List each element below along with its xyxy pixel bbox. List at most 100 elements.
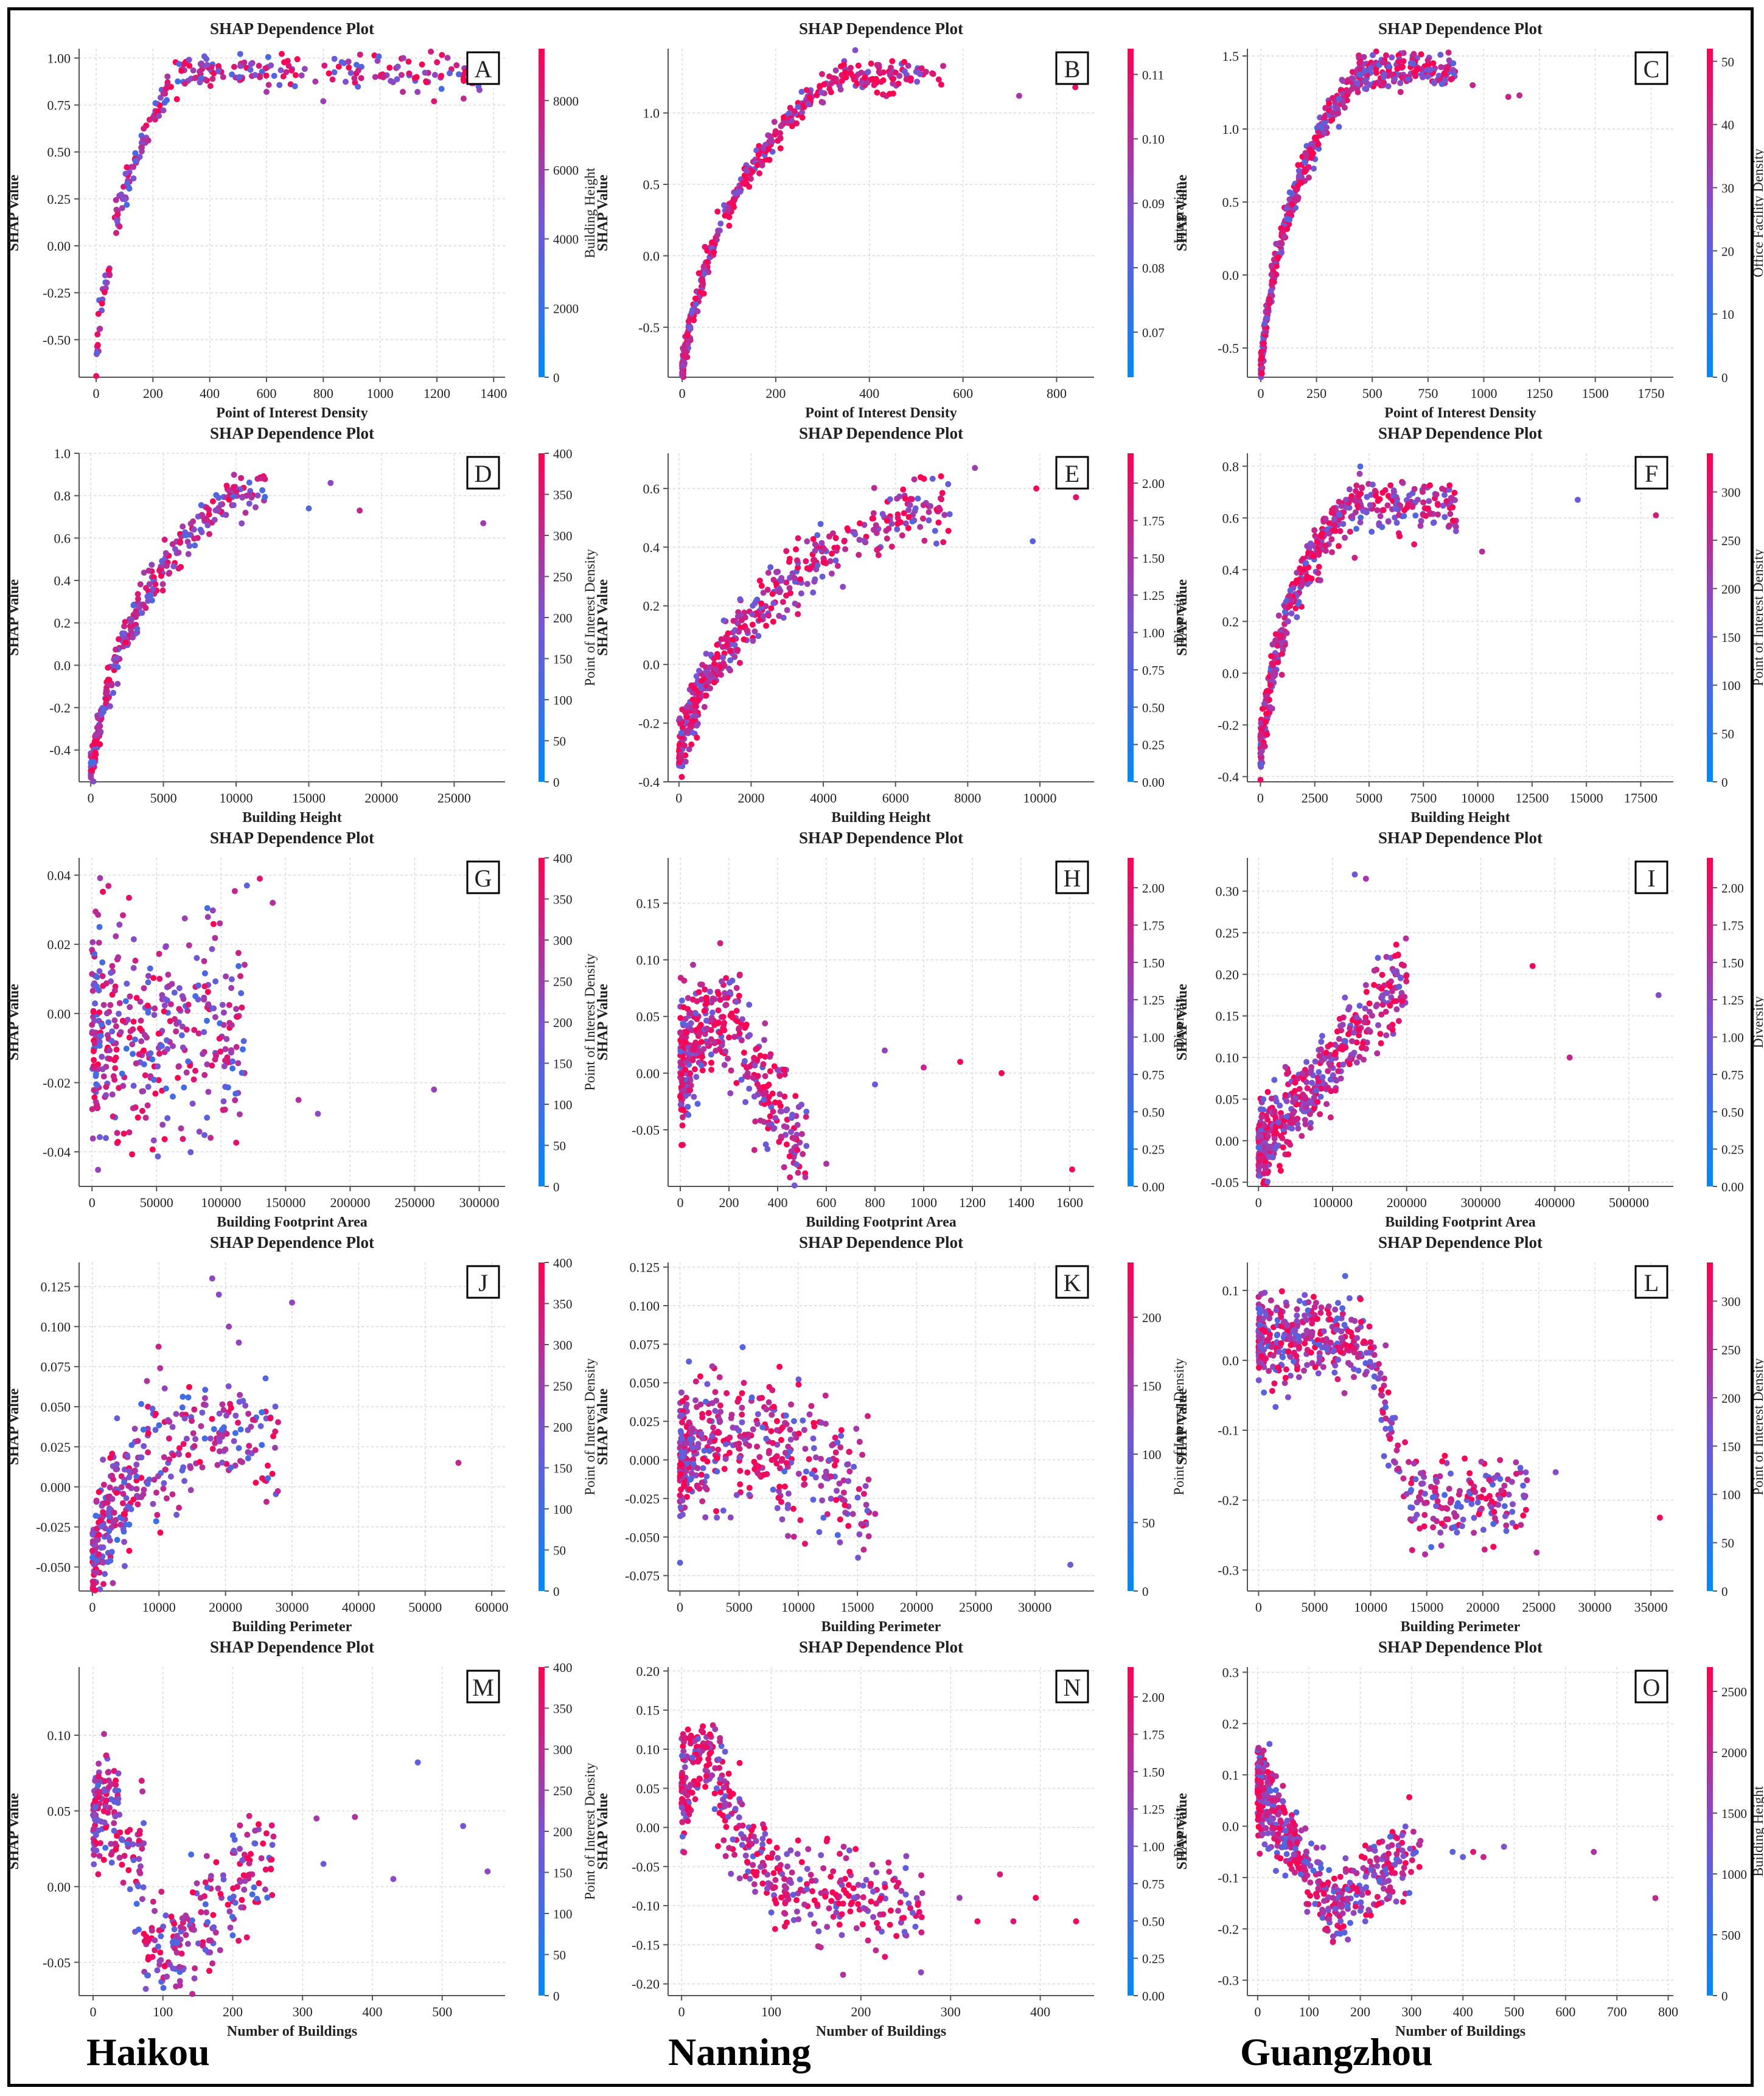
data-point xyxy=(890,90,896,97)
data-point xyxy=(725,207,731,214)
data-point xyxy=(126,1521,133,1528)
x-tick-label: 10000 xyxy=(1023,790,1057,806)
data-point xyxy=(901,68,908,75)
data-point xyxy=(1266,296,1273,302)
data-point xyxy=(1304,1085,1311,1092)
data-point xyxy=(257,74,263,80)
data-point xyxy=(236,74,243,80)
data-point xyxy=(1411,541,1418,548)
data-point xyxy=(151,1076,158,1083)
colorbar xyxy=(1128,858,1134,1186)
data-point xyxy=(946,511,953,518)
data-point xyxy=(142,1115,149,1121)
data-point xyxy=(162,550,169,557)
panel-letter: E xyxy=(1065,460,1079,487)
data-point xyxy=(106,677,113,683)
data-point xyxy=(187,1464,194,1471)
data-point xyxy=(703,994,710,1001)
data-point xyxy=(711,1039,718,1045)
data-point xyxy=(760,1061,767,1067)
data-point xyxy=(142,1032,148,1039)
data-point xyxy=(1367,502,1373,509)
data-point xyxy=(787,105,793,111)
data-point xyxy=(823,1160,829,1167)
data-point xyxy=(1016,92,1022,99)
y-tick-label: 0.00 xyxy=(47,1006,71,1022)
data-point xyxy=(139,1107,145,1114)
data-point xyxy=(1263,711,1269,717)
x-axis-label: Point of Interest Density xyxy=(216,405,368,421)
colorbar-tick-label: 150 xyxy=(1721,630,1741,645)
colorbar xyxy=(539,1262,545,1591)
y-tick-label: -0.4 xyxy=(49,743,71,758)
data-point xyxy=(888,543,895,550)
y-tick-label: 0.8 xyxy=(54,489,71,504)
data-point xyxy=(126,186,133,192)
data-point xyxy=(434,59,441,66)
y-tick-label: -0.04 xyxy=(43,1144,71,1160)
data-point xyxy=(183,1435,190,1442)
data-point xyxy=(915,495,921,502)
x-tick-label: 1000 xyxy=(367,386,394,401)
data-point xyxy=(1395,1018,1402,1025)
data-point xyxy=(745,1073,751,1080)
data-point xyxy=(114,1138,121,1145)
data-point xyxy=(1353,1059,1360,1066)
data-point xyxy=(216,1448,223,1455)
data-point xyxy=(1368,529,1375,535)
data-point xyxy=(755,1073,761,1079)
data-point xyxy=(246,1443,253,1449)
data-point xyxy=(116,921,123,928)
data-point xyxy=(96,1489,102,1495)
x-tick-label: 0 xyxy=(675,790,682,806)
data-point xyxy=(1403,935,1409,942)
x-tick-label: 50000 xyxy=(408,1600,442,1615)
data-point xyxy=(785,1490,792,1497)
data-point xyxy=(783,548,790,554)
data-point xyxy=(870,526,877,533)
data-point xyxy=(781,114,787,120)
data-point xyxy=(201,983,208,990)
data-point xyxy=(113,1023,119,1029)
data-point xyxy=(179,993,186,1000)
data-point xyxy=(1264,1133,1271,1140)
data-point xyxy=(1342,534,1348,541)
x-tick-label: 400000 xyxy=(1535,1195,1575,1210)
data-point xyxy=(1415,496,1421,503)
data-point xyxy=(678,774,685,780)
data-point xyxy=(1403,973,1409,980)
data-point xyxy=(259,1409,265,1416)
colorbar-tick-label: 0.25 xyxy=(1721,1143,1744,1157)
data-point xyxy=(1261,320,1268,327)
data-point xyxy=(100,1509,106,1516)
data-point xyxy=(1347,1054,1354,1061)
data-point xyxy=(1310,150,1316,156)
data-point xyxy=(192,542,198,549)
data-point xyxy=(120,1130,127,1137)
data-point xyxy=(192,1436,199,1443)
data-point xyxy=(460,96,467,102)
data-point xyxy=(1373,66,1379,73)
y-tick-label: 1.0 xyxy=(1222,122,1239,137)
data-point xyxy=(1378,1040,1384,1046)
data-point xyxy=(865,69,871,75)
data-point xyxy=(220,1009,227,1016)
data-point xyxy=(1295,183,1302,189)
data-point xyxy=(195,996,201,1003)
data-point xyxy=(89,1135,96,1142)
data-point xyxy=(797,576,804,583)
data-point xyxy=(1392,953,1398,959)
data-point xyxy=(1295,1125,1302,1132)
y-tick-label: 0.050 xyxy=(41,1399,71,1415)
data-point xyxy=(189,1418,195,1424)
data-point xyxy=(941,512,948,518)
data-point xyxy=(94,1537,100,1544)
data-point xyxy=(795,611,801,618)
y-tick-label: 0.025 xyxy=(630,1414,660,1429)
data-point xyxy=(1356,1003,1363,1009)
data-point xyxy=(722,1002,729,1009)
data-point xyxy=(1410,60,1417,67)
data-point xyxy=(798,590,804,597)
y-tick-label: 0.2 xyxy=(1222,614,1239,629)
